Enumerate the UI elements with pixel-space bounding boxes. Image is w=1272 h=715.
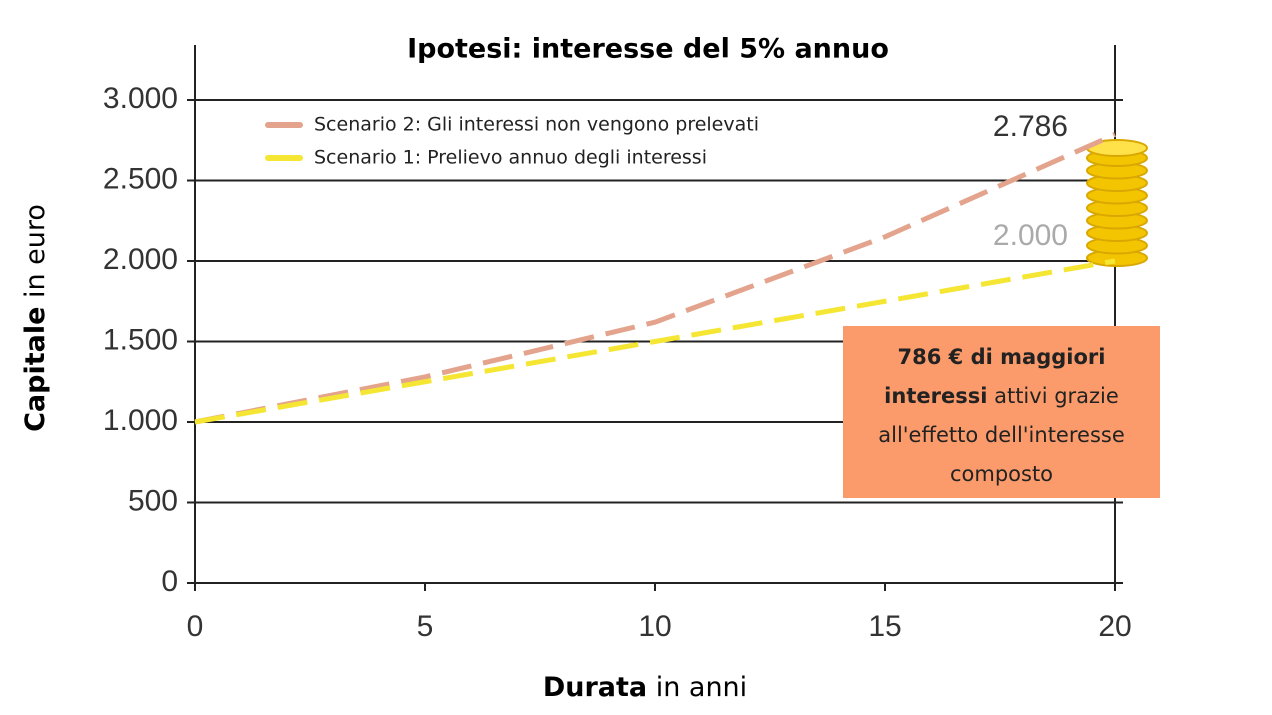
series-line [194,132,1117,425]
x-tick-label: 20 [1098,610,1131,643]
y-label-normal: in euro [20,204,51,298]
x-tick-label: 15 [868,610,901,643]
y-tick-label: 500 [128,484,178,517]
callout-text: attivi grazie all'effetto dell'interesse… [878,384,1125,486]
callout-bold: 786 € di maggiori interessi [884,345,1106,408]
legend-label: Scenario 1: Prelievo annuo degli interes… [314,147,707,169]
y-tick-label: 3.000 [103,82,178,115]
x-tick-label: 10 [638,610,671,643]
x-label-bold: Durata [543,672,647,703]
x-axis-label: Durata in anni [543,672,747,703]
callout: 786 € di maggiori interessi attivi grazi… [843,326,1160,498]
x-label-normal: in anni [656,672,747,703]
x-tick-label: 5 [417,610,434,643]
y-tick-label: 0 [161,565,178,598]
y-tick-label: 1.500 [103,323,178,356]
y-tick-label: 2.000 [103,243,178,276]
y-axis-label: Capitale in euro [20,204,51,432]
annotation: 2.786 [993,110,1068,143]
x-tick-label: 0 [187,610,204,643]
y-tick-label: 2.500 [103,162,178,195]
annotation: 2.000 [993,219,1068,252]
chart-title: Ipotesi: interesse del 5% annuo [407,34,889,65]
y-tick-label: 1.000 [103,404,178,437]
legend-label: Scenario 2: Gli interessi non vengono pr… [314,114,759,136]
series-line [194,258,1116,425]
y-label-bold: Capitale [20,307,51,432]
